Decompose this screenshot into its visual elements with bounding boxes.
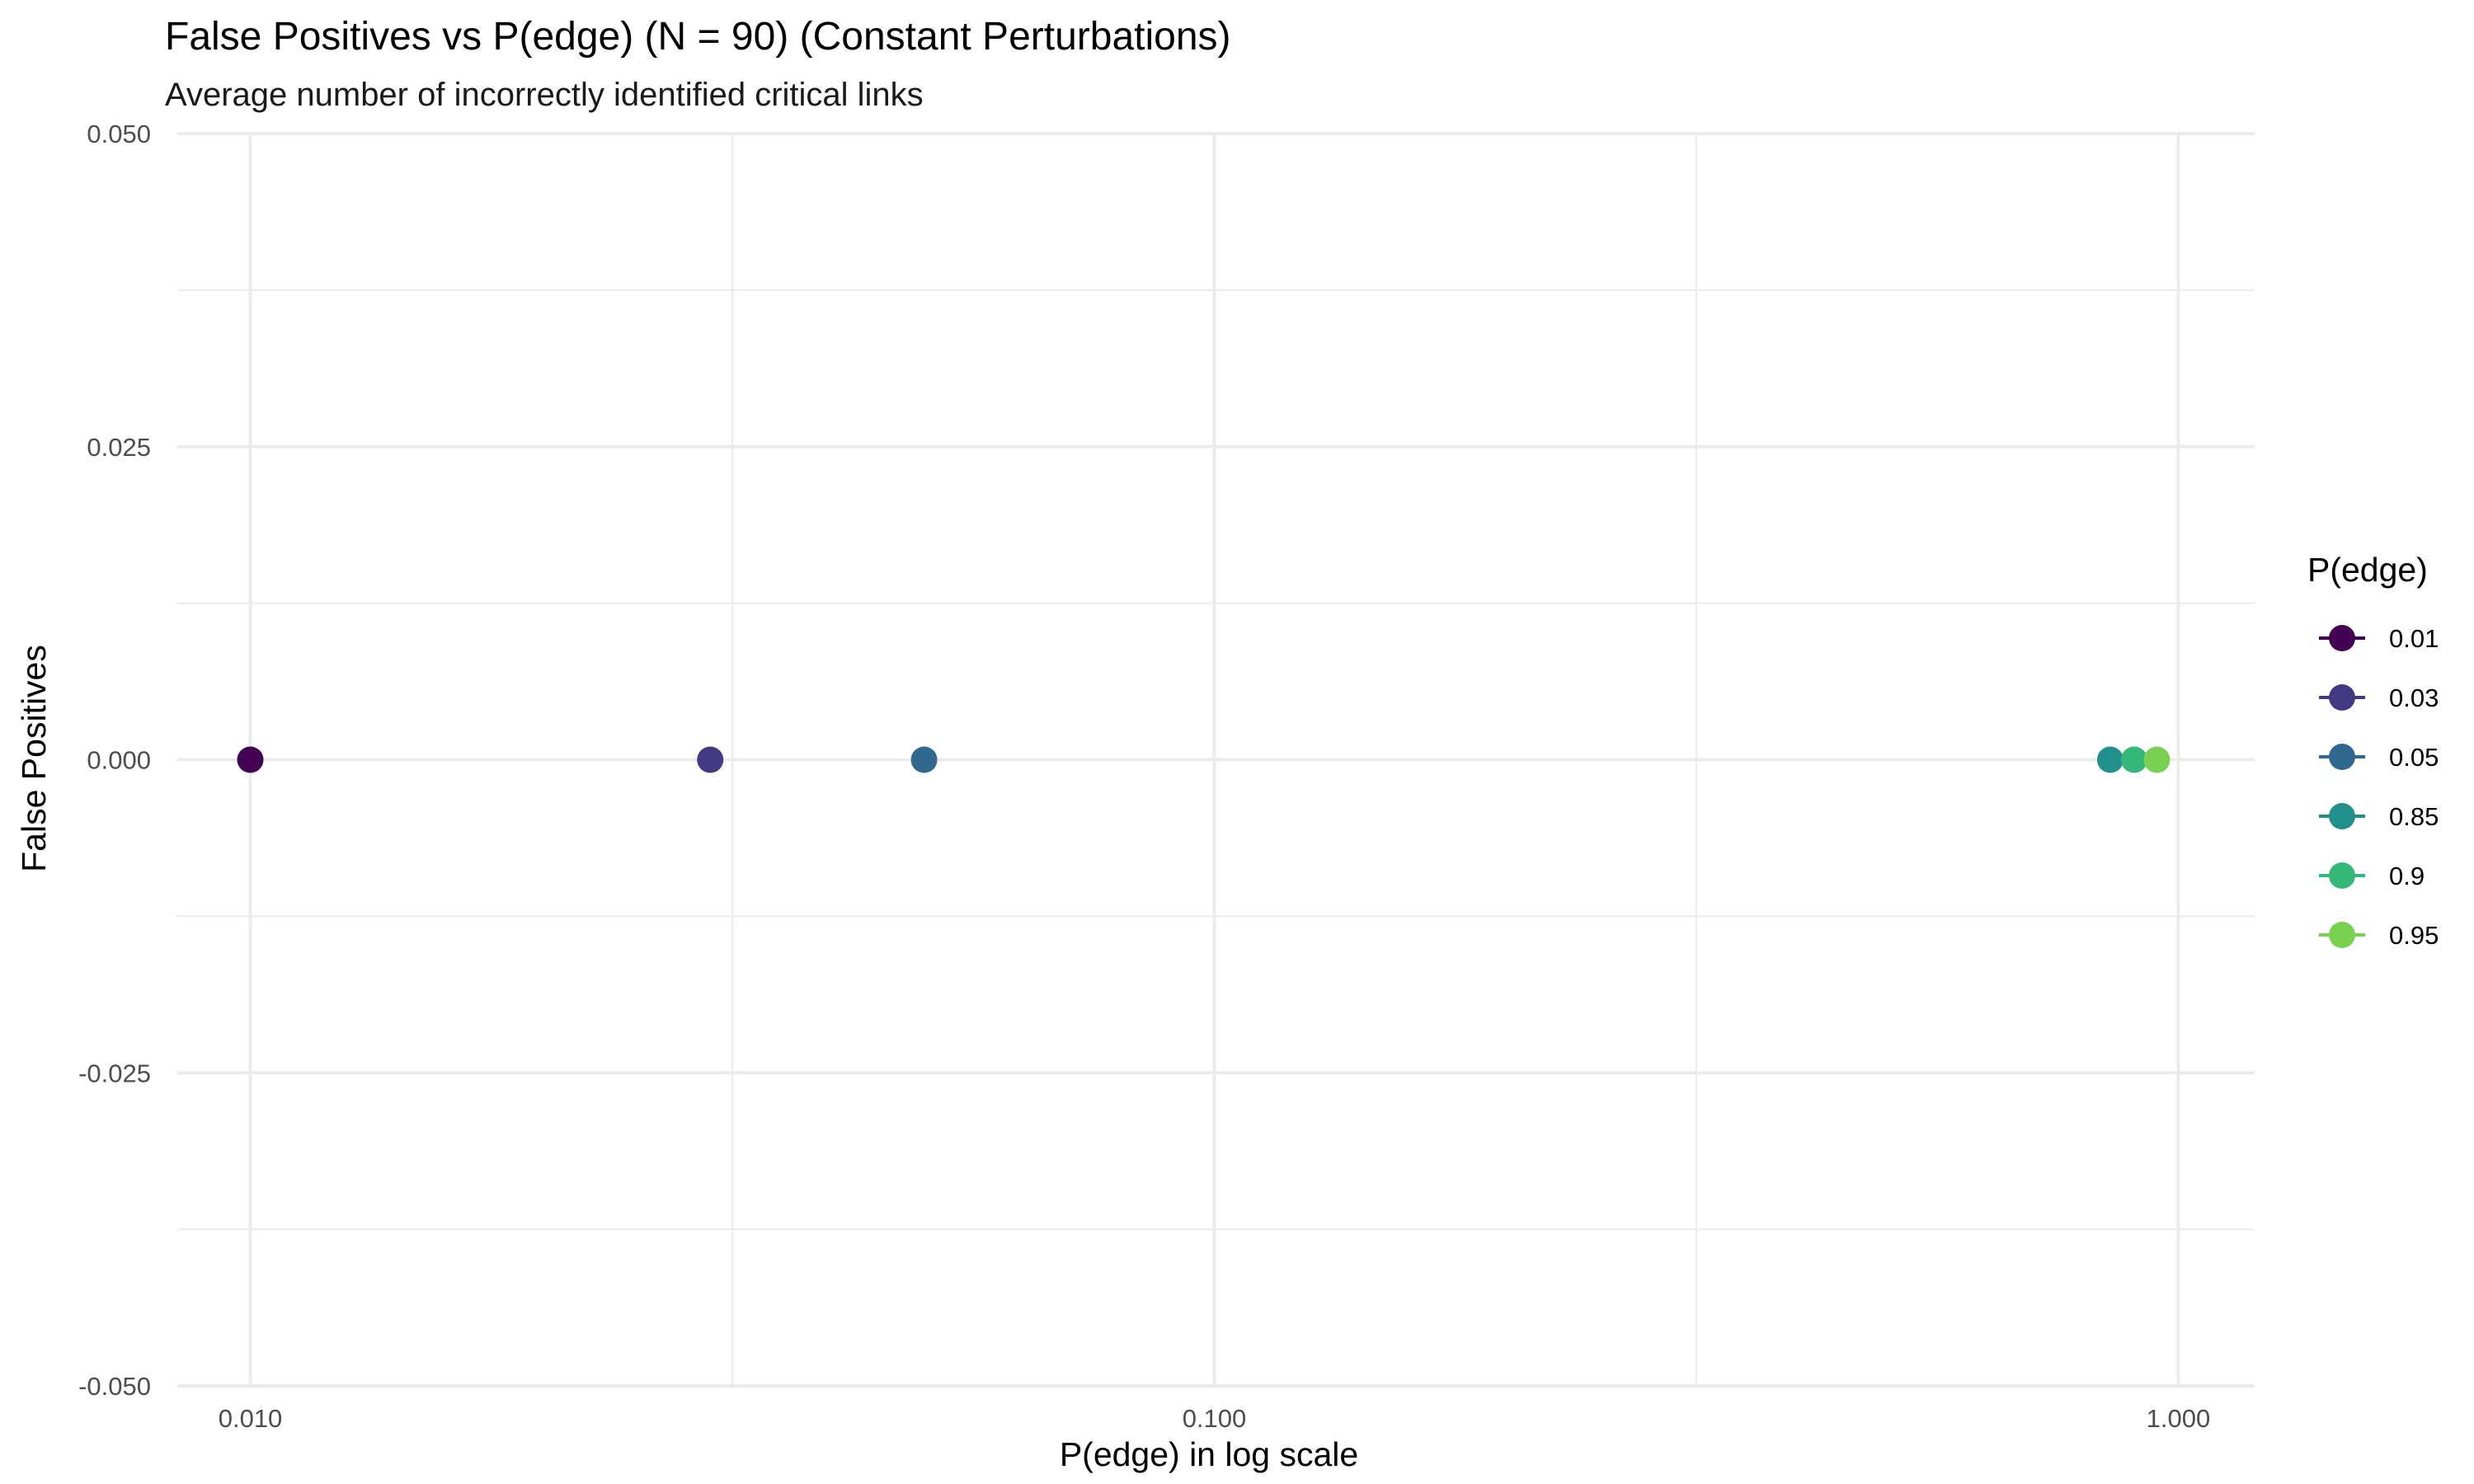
plot-area [177,132,2255,1388]
data-point-0.85 [2096,746,2124,773]
grid [177,132,2255,1388]
data-point-0.01 [237,746,264,773]
legend-key-point [2329,803,2355,829]
legend-label: 0.85 [2389,802,2439,831]
x-axis-ticks: 0.010 0.100 1.000 [219,1404,2211,1433]
chart-subtitle: Average number of incorrectly identified… [165,77,924,113]
x-tick-label: 1.000 [2147,1404,2211,1433]
y-axis-title: False Positives [15,645,53,872]
chart-title: False Positives vs P(edge) (N = 90) (Con… [165,15,1231,59]
legend-key-point [2329,922,2355,948]
legend-key-point [2329,744,2355,770]
legend-item: 0.05 [2319,743,2439,772]
y-tick-label: 0.050 [87,120,151,148]
legend-label: 0.05 [2389,743,2439,772]
x-axis-title: P(edge) in log scale [1060,1435,1358,1473]
data-point-0.9 [2120,746,2147,773]
y-axis-ticks: -0.050 -0.025 0.000 0.025 0.050 [78,120,151,1401]
legend-label: 0.01 [2389,624,2439,653]
legend-key-point [2329,862,2355,889]
data-point-0.05 [910,746,938,773]
legend-items: 0.01 0.03 0.05 0.85 0.9 0.95 [2319,624,2439,950]
x-tick-label: 0.010 [219,1404,283,1433]
data-point-0.95 [2143,746,2171,773]
legend-key-point [2329,625,2355,651]
data-points [237,746,2171,773]
legend-item: 0.85 [2319,802,2439,831]
y-tick-label: -0.025 [78,1059,151,1087]
legend-item: 0.03 [2319,683,2439,712]
x-tick-label: 0.100 [1183,1404,1247,1433]
legend-title: P(edge) [2307,551,2428,589]
data-point-0.03 [697,746,724,773]
legend-label: 0.03 [2389,683,2439,712]
legend-item: 0.95 [2319,921,2439,950]
legend: P(edge) 0.01 0.03 0.05 0.85 0.9 0.95 [2307,551,2439,950]
legend-key-point [2329,684,2355,711]
y-tick-label: -0.050 [78,1372,151,1401]
legend-item: 0.01 [2319,624,2439,653]
y-tick-label: 0.025 [87,433,151,462]
legend-label: 0.9 [2389,862,2425,890]
legend-label: 0.95 [2389,921,2439,950]
legend-item: 0.9 [2319,862,2425,890]
y-tick-label: 0.000 [87,746,151,775]
